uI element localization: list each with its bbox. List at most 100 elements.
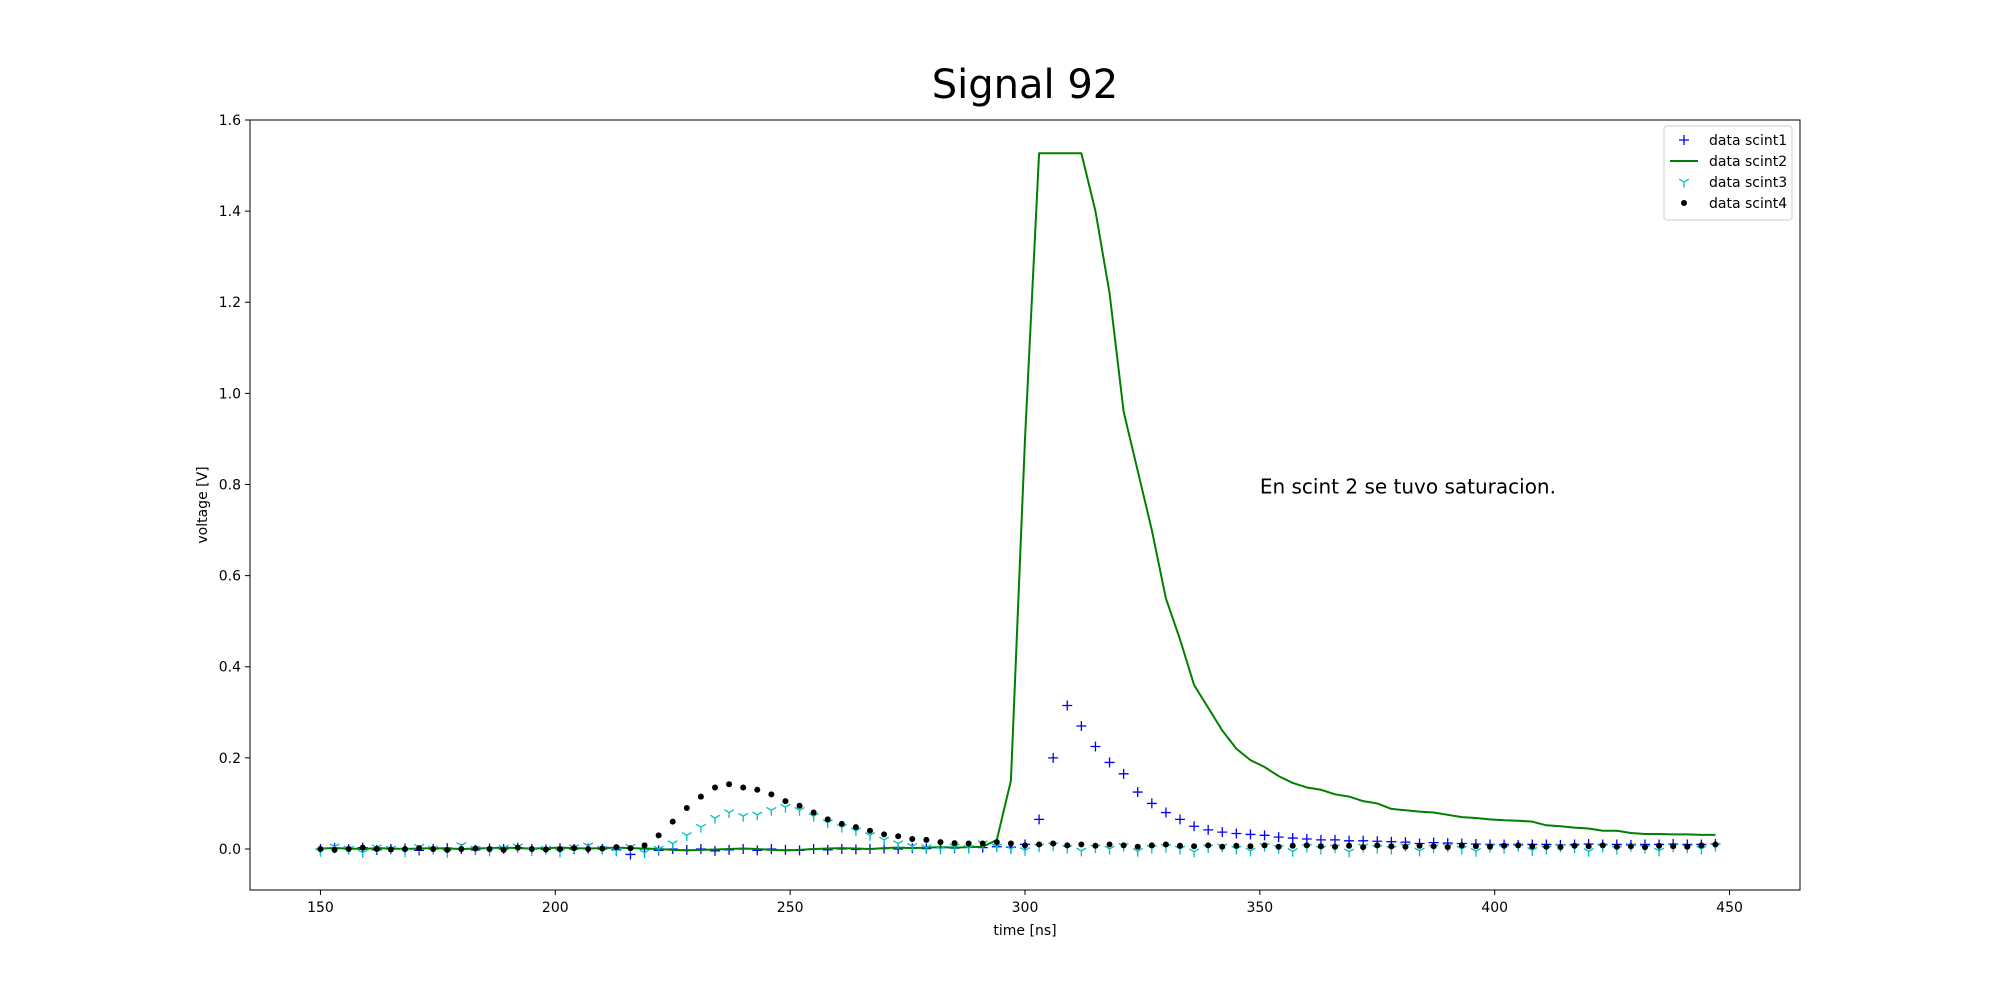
data-point: [1231, 828, 1242, 839]
x-tick-label: 250: [777, 900, 804, 916]
data-point: [1118, 768, 1129, 779]
data-point: [683, 804, 690, 811]
y-tick-label: 0.8: [219, 477, 241, 493]
data-point: [1005, 845, 1017, 855]
data-point: [1019, 846, 1031, 856]
data-point: [639, 849, 650, 859]
data-point: [1104, 845, 1115, 855]
data-point: [949, 843, 960, 853]
data-point: [430, 845, 437, 852]
data-point: [528, 845, 535, 852]
data-point: [585, 845, 592, 852]
data-point: [1374, 842, 1381, 849]
data-point: [1175, 814, 1185, 825]
plot-area: [315, 152, 1721, 860]
data-point: [1120, 842, 1127, 849]
legend-swatch: [1681, 200, 1687, 206]
data-point: [1501, 842, 1508, 849]
data-point: [1543, 843, 1550, 850]
data-point: [1696, 845, 1707, 855]
legend-label: data scint1: [1709, 133, 1787, 149]
data-point: [1076, 847, 1087, 857]
data-point: [1346, 842, 1353, 849]
data-point: [1132, 787, 1143, 798]
data-point: [867, 827, 873, 834]
data-point: [653, 845, 664, 855]
data-point: [1036, 841, 1043, 848]
legend-label: data scint2: [1709, 154, 1787, 170]
data-point: [1456, 845, 1467, 855]
x-tick-label: 400: [1481, 900, 1508, 916]
data-point: [331, 846, 338, 853]
data-point: [1261, 842, 1268, 849]
legend-label: data scint4: [1709, 196, 1787, 212]
data-point: [752, 845, 763, 856]
data-point: [810, 809, 817, 816]
data-point: [1317, 843, 1324, 850]
x-tick-label: 450: [1716, 900, 1743, 916]
data-point: [1642, 844, 1648, 851]
data-point: [1515, 842, 1522, 849]
data-point: [1247, 843, 1254, 850]
data-point: [822, 844, 833, 855]
legend-box: [1663, 125, 1793, 221]
data-point: [1444, 844, 1451, 851]
data-point: [850, 827, 862, 837]
data-point: [1134, 843, 1141, 850]
data-point: [359, 844, 366, 851]
data-point: [655, 832, 662, 839]
data-point: [697, 793, 704, 800]
data-point: [1613, 843, 1620, 850]
data-point: [387, 846, 394, 853]
data-point: [1050, 840, 1057, 847]
data-point: [1670, 843, 1677, 850]
y-tick-label: 1.4: [219, 204, 241, 220]
data-point: [1259, 830, 1270, 841]
data-point: [907, 842, 918, 852]
data-point: [472, 845, 479, 852]
data-point: [709, 814, 721, 824]
data-point: [796, 802, 803, 809]
data-point: [1529, 843, 1536, 850]
data-point: [500, 846, 507, 853]
data-point: [486, 845, 493, 852]
data-point: [1315, 834, 1326, 845]
data-point: [768, 791, 775, 798]
data-point: [1007, 840, 1014, 847]
data-point: [1301, 833, 1312, 844]
data-point: [965, 840, 972, 847]
data-point: [1078, 841, 1085, 848]
x-tick-label: 150: [307, 900, 334, 916]
data-point: [864, 831, 876, 841]
data-point: [1188, 848, 1200, 858]
data-point: [1076, 720, 1087, 731]
data-point: [571, 845, 578, 852]
data-point: [951, 840, 958, 847]
data-point: [1585, 843, 1592, 850]
data-point: [881, 831, 888, 838]
data-point: [1034, 814, 1045, 825]
data-point: [1343, 848, 1355, 858]
annotation: En scint 2 se tuvo saturacion.: [1260, 475, 1556, 499]
data-point: [357, 849, 368, 859]
data-point: [1203, 824, 1214, 835]
data-point: [710, 845, 720, 856]
data-point: [895, 833, 902, 840]
legend-label: data scint3: [1709, 175, 1787, 191]
y-tick-label: 1.2: [219, 295, 241, 311]
y-tick-label: 0.4: [219, 660, 241, 676]
data-point: [1245, 847, 1256, 857]
data-point: [1358, 835, 1369, 846]
data-point: [641, 842, 648, 849]
series-line: [320, 152, 1716, 852]
data-point: [824, 816, 831, 823]
data-point: [780, 803, 791, 813]
data-point: [402, 845, 408, 852]
data-point: [1656, 842, 1663, 849]
data-point: [1160, 807, 1171, 818]
data-point: [317, 845, 324, 852]
data-point: [1191, 843, 1198, 850]
data-point: [627, 845, 634, 852]
data-point: [1132, 847, 1143, 857]
data-point: [1090, 741, 1101, 752]
